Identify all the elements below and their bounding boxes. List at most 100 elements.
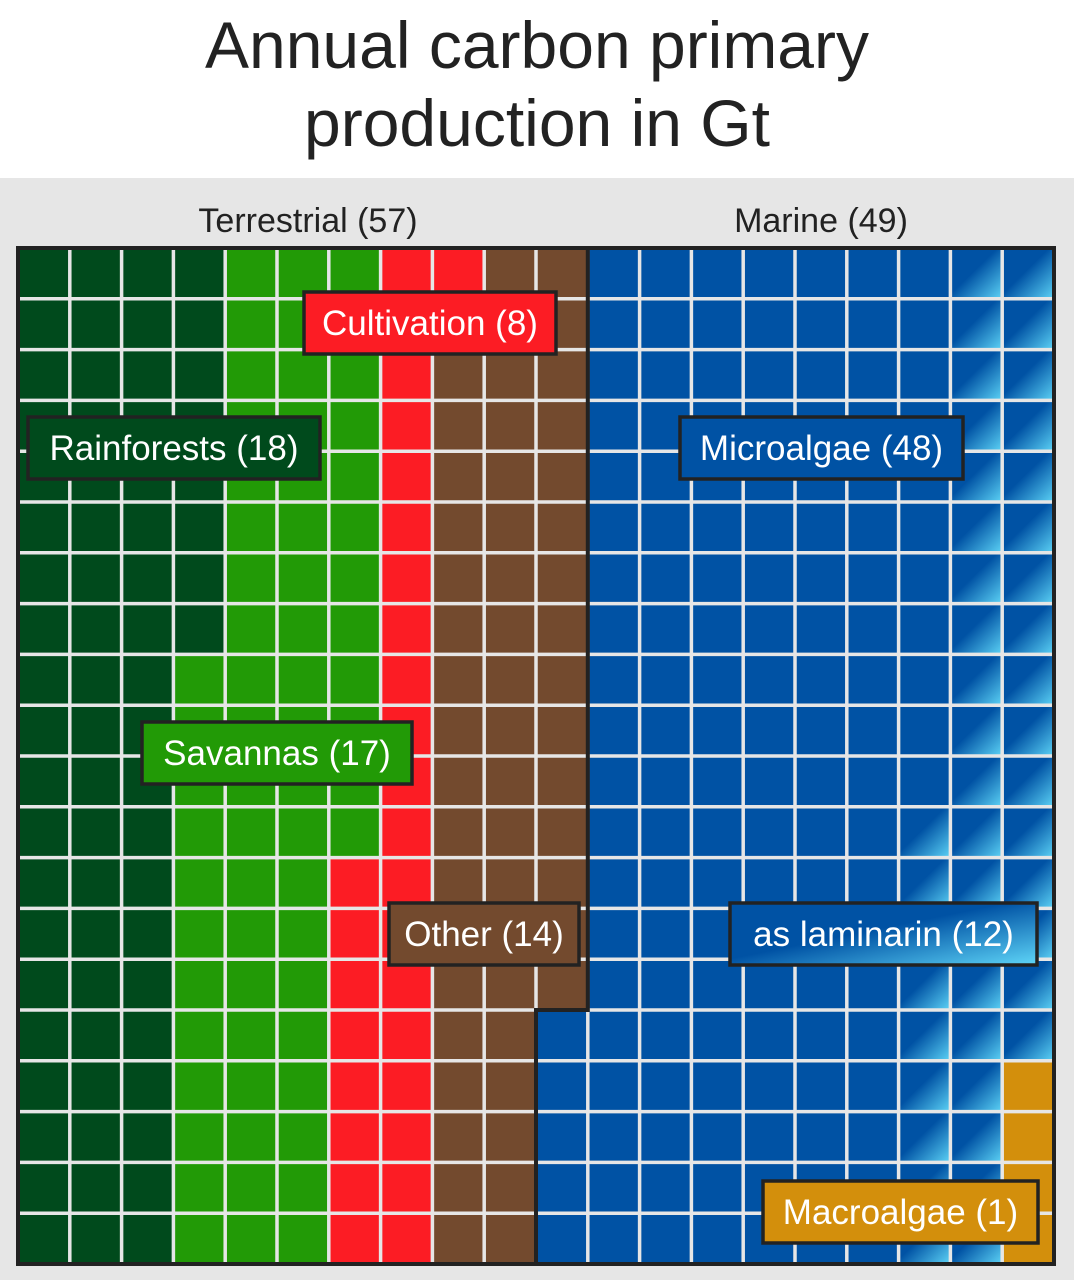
waffle-cell-other	[484, 552, 537, 605]
waffle-cell-savannas	[328, 552, 382, 605]
waffle-cell-microalgae	[691, 603, 744, 655]
waffle-cell-other	[484, 654, 537, 706]
waffle-cell-microalgae	[536, 1111, 589, 1163]
waffle-cell-rainforests	[18, 552, 71, 605]
waffle-cell-savannas	[328, 806, 382, 859]
waffle-cell-savannas	[277, 603, 330, 655]
category-label-text: Rainforests (18)	[50, 429, 299, 468]
waffle-cell-rainforests	[18, 857, 71, 909]
waffle-cell-microalgae	[743, 502, 796, 554]
waffle-cell-rainforests	[69, 654, 123, 706]
waffle-cell-cultivation	[380, 349, 433, 401]
waffle-cell-cultivation	[328, 1111, 382, 1163]
waffle-cell-microalgae	[691, 857, 744, 909]
waffle-cell-other	[536, 349, 589, 401]
waffle-cell-savannas	[277, 857, 330, 909]
waffle-cell-rainforests	[121, 1060, 174, 1113]
waffle-cell-savannas	[173, 654, 226, 706]
waffle-cell-rainforests	[69, 349, 123, 401]
waffle-cell-microalgae	[795, 705, 848, 757]
waffle-cell-cultivation	[380, 654, 433, 706]
waffle-cell-rainforests	[18, 705, 71, 757]
waffle-cell-laminarin	[898, 1010, 951, 1062]
waffle-cell-rainforests	[69, 756, 123, 808]
waffle-cell-microalgae	[639, 603, 692, 655]
waffle-cell-other	[484, 1060, 537, 1113]
waffle-cell-microalgae	[743, 1010, 796, 1062]
category-label-microalgae: Microalgae (48)	[678, 415, 965, 481]
waffle-cell-savannas	[328, 349, 382, 401]
waffle-cell-microalgae	[846, 552, 900, 605]
waffle-cell-laminarin	[898, 857, 951, 909]
waffle-cell-microalgae	[639, 1010, 692, 1062]
waffle-cell-microalgae	[639, 349, 692, 401]
waffle-cell-rainforests	[69, 1060, 123, 1113]
waffle-cell-laminarin	[1002, 857, 1055, 909]
waffle-cell-microalgae	[639, 908, 692, 960]
waffle-cell-other	[484, 959, 537, 1011]
waffle-cell-laminarin	[1002, 806, 1055, 859]
waffle-cell-microalgae	[795, 806, 848, 859]
waffle-cell-microalgae	[795, 502, 848, 554]
waffle-cell-rainforests	[173, 552, 226, 605]
waffle-cell-other	[484, 1111, 537, 1163]
waffle-cell-rainforests	[18, 1162, 71, 1214]
waffle-cell-savannas	[173, 959, 226, 1011]
waffle-cell-savannas	[173, 1111, 226, 1163]
waffle-cell-other	[432, 349, 485, 401]
waffle-cell-other	[536, 552, 589, 605]
waffle-cell-other	[536, 756, 589, 808]
waffle-cell-savannas	[277, 1213, 330, 1265]
waffle-cell-savannas	[277, 349, 330, 401]
waffle-cell-cultivation	[380, 603, 433, 655]
waffle-cell-other	[432, 756, 485, 808]
waffle-cell-microalgae	[691, 1111, 744, 1163]
waffle-cell-savannas	[277, 806, 330, 859]
waffle-cell-other	[432, 1213, 485, 1265]
waffle-cell-macroalgae	[1002, 1060, 1055, 1113]
waffle-cell-rainforests	[69, 908, 123, 960]
waffle-cell-rainforests	[69, 552, 123, 605]
waffle-cell-savannas	[225, 349, 278, 401]
waffle-cell-microalgae	[691, 248, 744, 300]
category-label-box	[728, 901, 1039, 967]
waffle-cell-laminarin	[950, 705, 1003, 757]
waffle-cell-laminarin	[950, 654, 1003, 706]
waffle-cell-savannas	[277, 1111, 330, 1163]
waffle-cell-cultivation	[380, 451, 433, 503]
waffle-cell-savannas	[173, 1060, 226, 1113]
waffle-cell-rainforests	[121, 502, 174, 554]
waffle-cell-laminarin	[950, 248, 1003, 300]
waffle-cell-microalgae	[639, 552, 692, 605]
waffle-cell-microalgae	[743, 959, 796, 1011]
waffle-cell-savannas	[173, 806, 226, 859]
waffle-cell-laminarin	[950, 349, 1003, 401]
waffle-cell-cultivation	[380, 1010, 433, 1062]
waffle-cell-cultivation	[380, 1060, 433, 1113]
waffle-cell-savannas	[277, 1010, 330, 1062]
category-label-box	[140, 720, 414, 786]
waffle-cell-rainforests	[173, 603, 226, 655]
waffle-cell-other	[536, 603, 589, 655]
waffle-cell-rainforests	[121, 1213, 174, 1265]
waffle-cell-microalgae	[846, 603, 900, 655]
waffle-cell-microalgae	[743, 248, 796, 300]
waffle-cell-rainforests	[173, 298, 226, 351]
waffle-cell-microalgae	[639, 959, 692, 1011]
waffle-cell-laminarin	[950, 502, 1003, 554]
waffle-cell-laminarin	[950, 1111, 1003, 1163]
waffle-cell-microalgae	[898, 248, 951, 300]
waffle-cell-microalgae	[691, 654, 744, 706]
waffle-cell-other	[432, 552, 485, 605]
waffle-cell-microalgae	[691, 1213, 744, 1265]
category-label-text: Microalgae (48)	[700, 429, 943, 468]
waffle-cell-rainforests	[18, 654, 71, 706]
waffle-cell-microalgae	[639, 1060, 692, 1113]
waffle-cell-microalgae	[846, 1060, 900, 1113]
waffle-cell-laminarin	[950, 1060, 1003, 1113]
waffle-cell-rainforests	[18, 502, 71, 554]
waffle-cell-microalgae	[795, 857, 848, 909]
category-label-box	[678, 415, 965, 481]
waffle-cell-microalgae	[639, 1162, 692, 1214]
waffle-cell-macroalgae	[1002, 1111, 1055, 1163]
